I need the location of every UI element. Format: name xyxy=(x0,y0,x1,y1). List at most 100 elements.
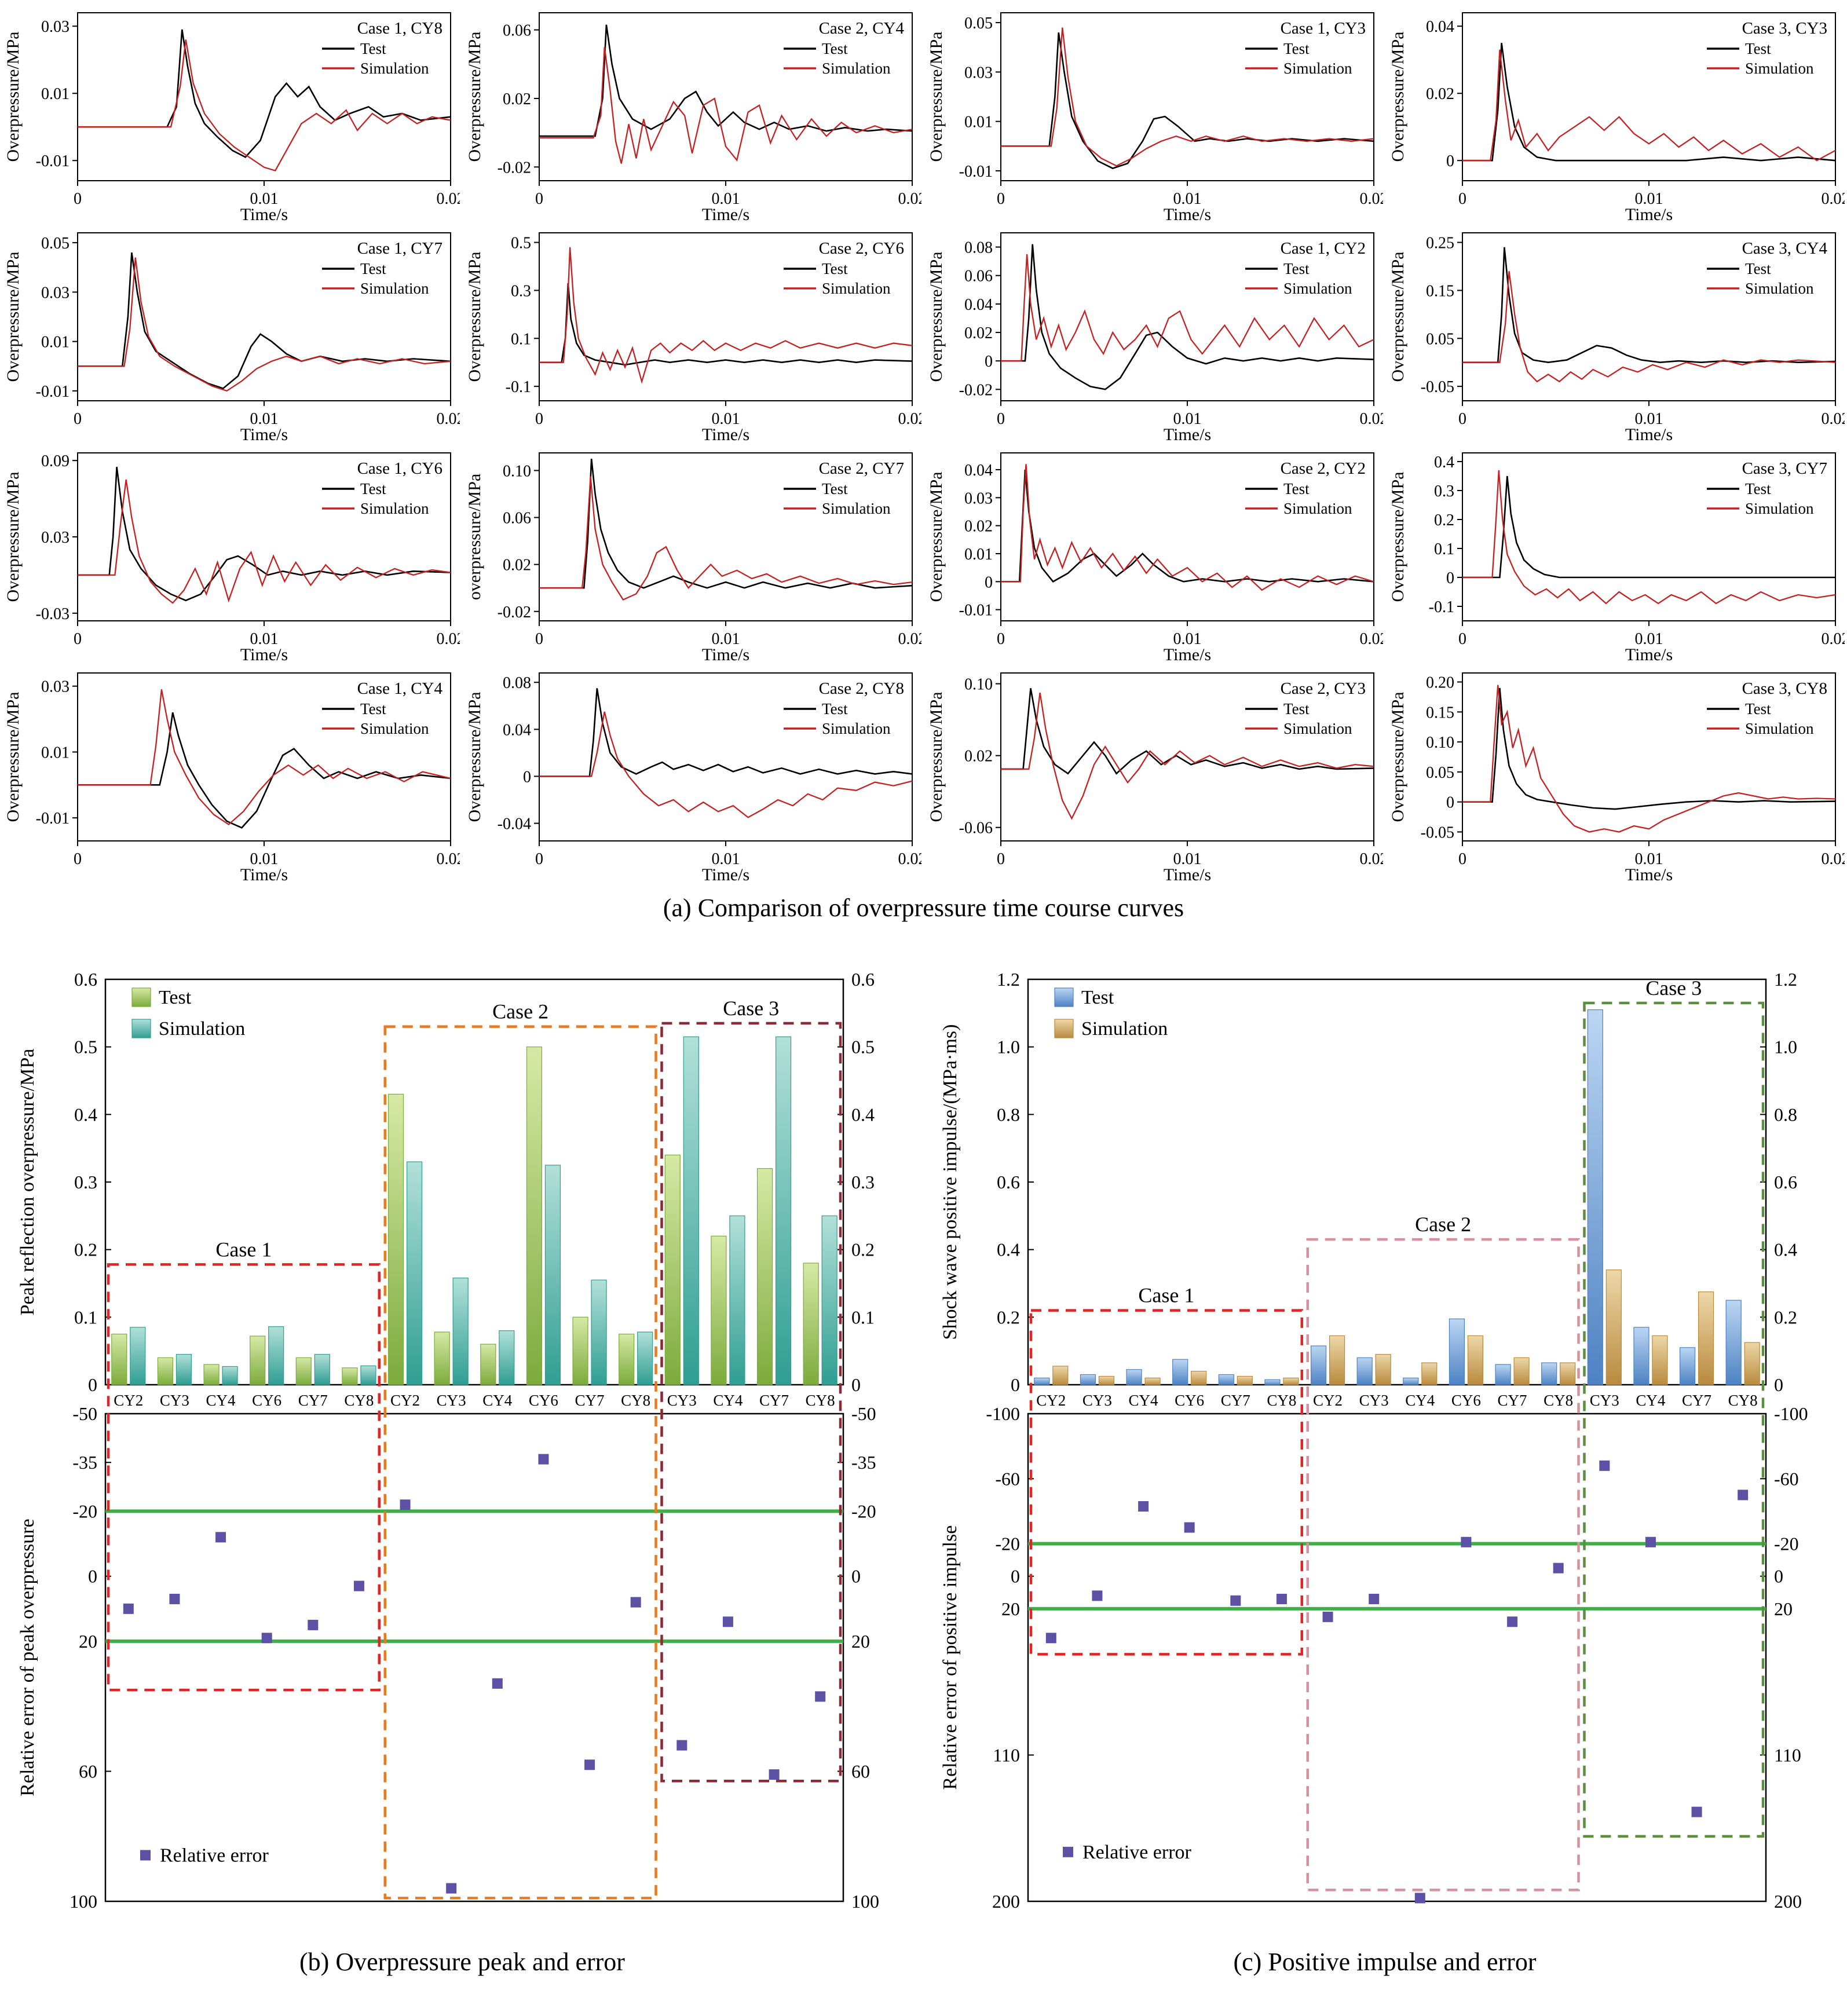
timecourse-cell-13: 00.010.02-0.0400.040.08Time/sOverpressur… xyxy=(462,664,923,884)
timecourse-cell-1: 0 0.01 0.02 -0.02 0.02 0.06 Time/s Overpressure… xyxy=(462,3,923,224)
relative-error-point-14 xyxy=(769,1769,780,1780)
case-box xyxy=(383,1025,657,1900)
relative-error-point-15 xyxy=(1738,1490,1749,1501)
svg-text:0: 0 xyxy=(74,850,82,868)
svg-text:Test: Test xyxy=(822,260,848,277)
svg-text:Time/s: Time/s xyxy=(702,865,749,884)
relative-error-point-6 xyxy=(1322,1611,1333,1622)
svg-text:0.01: 0.01 xyxy=(250,190,278,208)
svg-text:0.1: 0.1 xyxy=(511,330,531,348)
svg-text:CY8: CY8 xyxy=(621,1392,650,1409)
svg-text:Overpressure/MPa: Overpressure/MPa xyxy=(3,252,23,382)
svg-text:CY6: CY6 xyxy=(1451,1392,1481,1409)
svg-text:Overpressure/MPa: Overpressure/MPa xyxy=(927,252,946,382)
svg-text:-35: -35 xyxy=(72,1452,97,1473)
timecourse-plot-13: 00.010.02-0.0400.040.08Time/sOverpressur… xyxy=(465,672,921,884)
svg-text:Overpressure/MPa: Overpressure/MPa xyxy=(465,692,484,822)
svg-text:0.02: 0.02 xyxy=(964,748,993,766)
relative-error-point-8 xyxy=(1414,1893,1425,1904)
svg-text:Case 1, CY3: Case 1, CY3 xyxy=(1281,19,1366,38)
svg-text:20: 20 xyxy=(1774,1598,1793,1619)
svg-text:Time/s: Time/s xyxy=(1164,425,1211,444)
bar-simulation-4 xyxy=(314,1353,330,1385)
bar-simulation-7 xyxy=(452,1278,469,1385)
bar-test-13 xyxy=(1633,1327,1650,1385)
relative-error-point-4 xyxy=(308,1619,319,1630)
svg-text:0.10: 0.10 xyxy=(1426,734,1454,752)
svg-text:-20: -20 xyxy=(995,1534,1020,1554)
svg-text:0: 0 xyxy=(997,410,1005,428)
svg-text:0: 0 xyxy=(851,1374,861,1395)
svg-text:-100: -100 xyxy=(1774,1403,1808,1424)
svg-text:CY4: CY4 xyxy=(206,1392,236,1409)
bar-simulation-13 xyxy=(729,1215,745,1385)
bar-simulation-12 xyxy=(1605,1269,1622,1385)
svg-text:0.01: 0.01 xyxy=(250,850,278,868)
svg-text:-100: -100 xyxy=(986,1403,1020,1424)
timecourse-plot-5: 0 0.01 0.02 -0.1 0.1 0.3 0.5 Time/s Overpressure… xyxy=(465,232,921,444)
svg-text:-0.01: -0.01 xyxy=(35,152,69,170)
relative-error-point-3 xyxy=(261,1633,272,1644)
svg-text:0.01: 0.01 xyxy=(711,190,740,208)
svg-text:Simulation: Simulation xyxy=(1283,500,1352,517)
svg-text:Case 3, CY3: Case 3, CY3 xyxy=(1742,19,1827,38)
svg-text:0: 0 xyxy=(997,190,1005,208)
bar-test-8 xyxy=(480,1344,496,1385)
svg-text:0: 0 xyxy=(1446,569,1454,587)
svg-text:Test: Test xyxy=(1745,40,1771,57)
test-curve xyxy=(77,29,451,159)
relative-error-point-1 xyxy=(1092,1590,1103,1601)
svg-text:0.2: 0.2 xyxy=(997,1307,1020,1327)
bar-simulation-11 xyxy=(637,1331,653,1385)
svg-text:0.05: 0.05 xyxy=(1426,764,1454,782)
svg-text:110: 110 xyxy=(1774,1744,1801,1765)
svg-text:CY6: CY6 xyxy=(252,1392,281,1409)
svg-text:Time/s: Time/s xyxy=(1625,865,1673,884)
svg-text:Simulation: Simulation xyxy=(1745,500,1814,517)
svg-text:-35: -35 xyxy=(851,1452,876,1473)
timecourse-cell-5: 0 0.01 0.02 -0.1 0.1 0.3 0.5 Time/s Overpressure… xyxy=(462,224,923,444)
svg-text:Simulation: Simulation xyxy=(1283,60,1352,77)
relative-error-point-1 xyxy=(169,1593,180,1604)
simulation-curve xyxy=(1462,685,1836,833)
test-curve xyxy=(77,712,451,829)
test-curve xyxy=(539,283,912,366)
timecourse-plot-6: 00.010.02-0.0200.020.040.060.08Time/sOve… xyxy=(927,232,1383,444)
svg-text:0.6: 0.6 xyxy=(74,969,97,990)
svg-text:60: 60 xyxy=(79,1761,97,1781)
svg-text:Overpressure/MPa: Overpressure/MPa xyxy=(1388,472,1407,602)
bar-test-2 xyxy=(203,1364,220,1385)
svg-text:0.01: 0.01 xyxy=(711,850,740,868)
svg-text:CY7: CY7 xyxy=(298,1392,328,1409)
svg-text:0: 0 xyxy=(1774,1374,1783,1395)
svg-text:0: 0 xyxy=(88,1566,97,1587)
svg-text:Case 1: Case 1 xyxy=(1138,1284,1194,1307)
svg-text:CY3: CY3 xyxy=(1082,1392,1112,1409)
test-curve xyxy=(1462,247,1836,364)
case-box xyxy=(107,1263,381,1692)
bar-simulation-12 xyxy=(683,1036,699,1385)
svg-text:CY3: CY3 xyxy=(437,1392,466,1409)
simulation-curve xyxy=(1462,271,1836,383)
case-box xyxy=(1583,1001,1765,1838)
svg-text:-0.02: -0.02 xyxy=(498,159,531,177)
svg-text:Shock wave positive impulse/(M: Shock wave positive impulse/(MPa·ms) xyxy=(939,1025,961,1340)
svg-text:Overpressure/MPa: Overpressure/MPa xyxy=(465,32,484,162)
svg-text:Time/s: Time/s xyxy=(240,865,287,884)
svg-text:0.01: 0.01 xyxy=(41,85,70,103)
svg-text:-50: -50 xyxy=(72,1403,97,1424)
svg-text:0: 0 xyxy=(1458,850,1466,868)
svg-text:-0.1: -0.1 xyxy=(1429,598,1454,616)
relative-error-point-9 xyxy=(1461,1536,1472,1547)
svg-text:0.6: 0.6 xyxy=(851,969,875,990)
svg-text:-0.01: -0.01 xyxy=(35,810,69,828)
svg-text:-0.03: -0.03 xyxy=(35,605,69,623)
test-curve xyxy=(1001,469,1374,583)
svg-text:0: 0 xyxy=(1446,794,1454,812)
bar-test-2 xyxy=(1126,1369,1142,1385)
svg-text:Time/s: Time/s xyxy=(1164,865,1211,884)
svg-text:CY7: CY7 xyxy=(1221,1392,1250,1409)
svg-text:Simulation: Simulation xyxy=(1745,720,1814,737)
relative-error-point-2 xyxy=(215,1532,226,1543)
